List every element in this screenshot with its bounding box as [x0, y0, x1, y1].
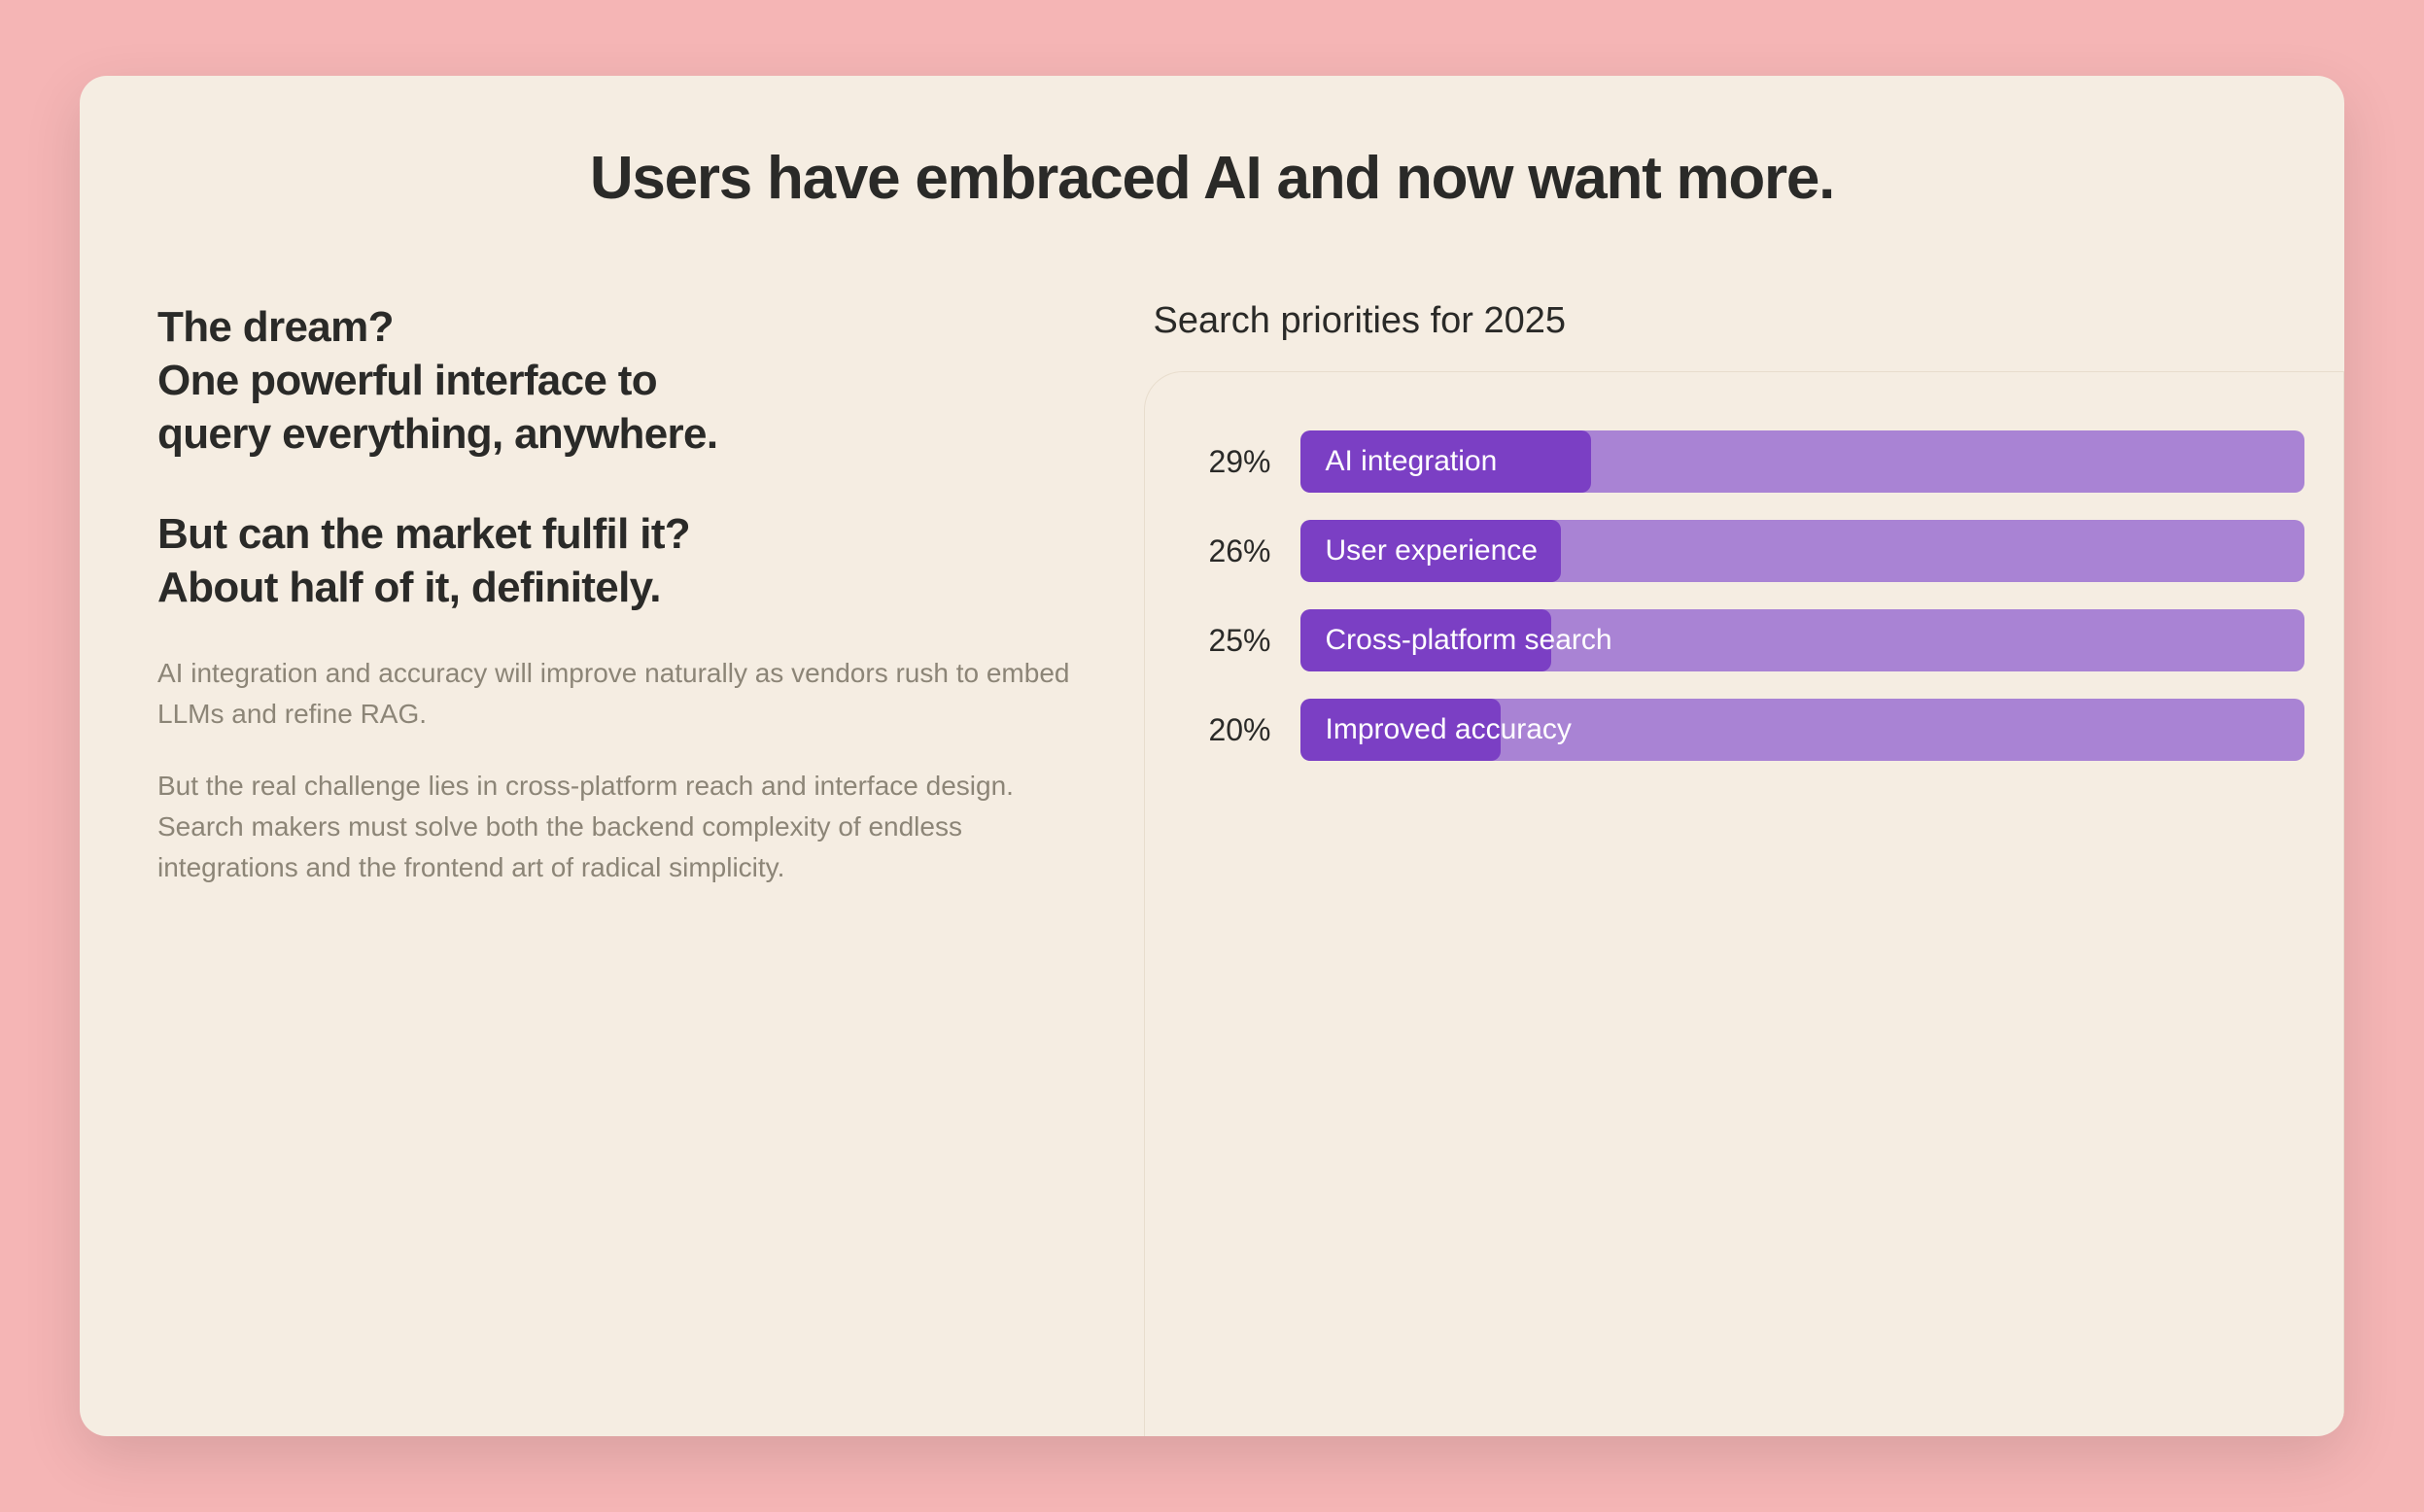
- bar-percent-label: 20%: [1184, 712, 1271, 748]
- heading-line: One powerful interface to: [157, 354, 1105, 407]
- heading-line: The dream?: [157, 300, 1105, 354]
- heading-block-market: But can the market fulfil it? About half…: [157, 507, 1105, 614]
- right-column: Search priorities for 2025 29% AI integra…: [1144, 300, 2287, 1378]
- bar-label: User experience: [1326, 534, 1538, 567]
- page-title: Users have embraced AI and now want more…: [138, 144, 2286, 213]
- body-paragraph: But the real challenge lies in cross-pla…: [157, 766, 1105, 888]
- infographic-card: Users have embraced AI and now want more…: [80, 76, 2344, 1436]
- bar-track: Cross-platform search: [1300, 609, 2305, 671]
- bar-percent-label: 29%: [1184, 444, 1271, 480]
- bar-percent-label: 25%: [1184, 623, 1271, 659]
- left-column: The dream? One powerful interface to que…: [138, 300, 1105, 1378]
- bar-row: 26% User experience: [1184, 520, 2305, 582]
- heading-block-dream: The dream? One powerful interface to que…: [157, 300, 1105, 461]
- bar-row: 29% AI integration: [1184, 430, 2305, 493]
- body-paragraph: AI integration and accuracy will improve…: [157, 653, 1105, 735]
- bar-percent-label: 26%: [1184, 533, 1271, 569]
- heading-line: About half of it, definitely.: [157, 561, 1105, 614]
- bar-track: AI integration: [1300, 430, 2305, 493]
- chart-title: Search priorities for 2025: [1144, 300, 2287, 342]
- bar-row: 20% Improved accuracy: [1184, 699, 2305, 761]
- bar-row: 25% Cross-platform search: [1184, 609, 2305, 671]
- content-row: The dream? One powerful interface to que…: [138, 300, 2286, 1378]
- bar-label: Cross-platform search: [1326, 624, 1612, 657]
- heading-line: But can the market fulfil it?: [157, 507, 1105, 561]
- chart-frame: 29% AI integration 26% User experience 25% Cr…: [1144, 371, 2345, 1436]
- bar-label: Improved accuracy: [1326, 713, 1572, 746]
- bar-track: Improved accuracy: [1300, 699, 2305, 761]
- bar-label: AI integration: [1326, 445, 1498, 478]
- heading-line: query everything, anywhere.: [157, 407, 1105, 461]
- bar-track: User experience: [1300, 520, 2305, 582]
- bar-chart: 29% AI integration 26% User experience 25% Cr…: [1184, 430, 2305, 761]
